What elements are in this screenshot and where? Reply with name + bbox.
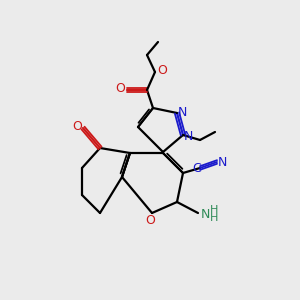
Text: N: N: [177, 106, 187, 118]
Text: O: O: [145, 214, 155, 227]
Text: N: N: [183, 130, 193, 142]
Text: N: N: [200, 208, 210, 220]
Text: O: O: [157, 64, 167, 77]
Text: C: C: [193, 163, 201, 176]
Text: O: O: [115, 82, 125, 95]
Text: N: N: [217, 157, 227, 169]
Text: H: H: [210, 205, 218, 215]
Text: O: O: [72, 121, 82, 134]
Text: H: H: [210, 213, 218, 223]
